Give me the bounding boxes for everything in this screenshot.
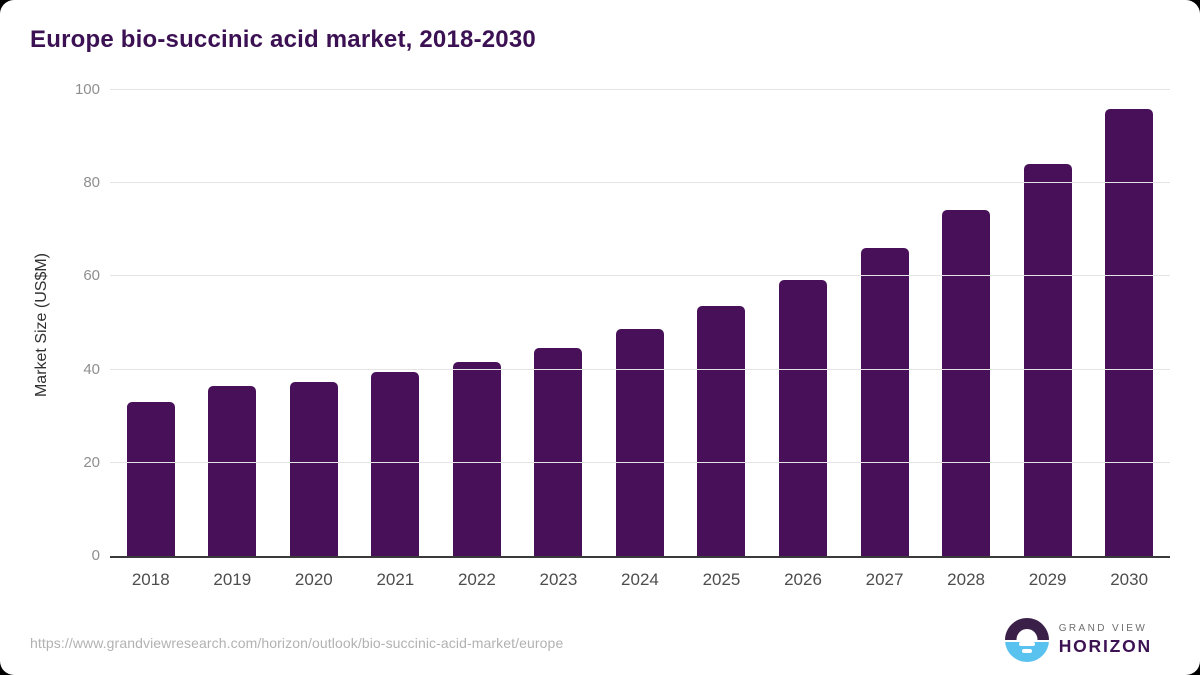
- y-tick-label-100: 100: [74, 81, 100, 98]
- bars-container: 2018 2019 2020 2021 2022 2023 2024 2025 2026 2027…: [110, 92, 1170, 589]
- x-tick-label-2029: 2029: [1028, 570, 1067, 589]
- bar-2019[interactable]: [208, 385, 257, 556]
- bar-2024[interactable]: [615, 329, 664, 556]
- bar-2025[interactable]: [697, 305, 746, 556]
- logo-reflection-dash: [1018, 642, 1035, 646]
- bar-2026[interactable]: [779, 280, 828, 556]
- y-tick-label-40: 40: [83, 360, 100, 378]
- x-tick-label-2023: 2023: [539, 570, 578, 589]
- bar-chart-plot-area: 2018 2019 2020 2021 2022 2023 2024 2025 2026 2027…: [75, 82, 1170, 589]
- x-tick-label-2030: 2030: [1110, 570, 1149, 589]
- x-tick-label-2025: 2025: [702, 570, 741, 589]
- bar-column-2028: 2028: [925, 92, 1007, 589]
- x-tick-label-2018: 2018: [131, 570, 170, 589]
- bar-2021[interactable]: [371, 372, 420, 556]
- logo-text: GRAND VIEW HORIZON: [1059, 623, 1152, 657]
- bar-2018[interactable]: [126, 402, 175, 556]
- bar-column-2023: 2023: [518, 92, 600, 589]
- y-tick-label-60: 60: [83, 267, 100, 285]
- bar-column-2027: 2027: [844, 92, 926, 589]
- gridline-y40: [110, 368, 1170, 370]
- y-tick-label-0: 0: [91, 547, 100, 564]
- x-tick-label-2021: 2021: [376, 570, 415, 589]
- bar-column-2018: 2018: [110, 92, 192, 589]
- gridline-y20: [110, 461, 1170, 463]
- x-tick-label-2026: 2026: [784, 570, 822, 589]
- bar-2027[interactable]: [860, 247, 909, 556]
- horizon-sunrise-icon: [1004, 618, 1049, 662]
- x-tick-label-2020: 2020: [294, 570, 333, 589]
- x-tick-label-2024: 2024: [621, 570, 659, 589]
- bar-column-2022: 2022: [436, 92, 518, 589]
- bar-column-2021: 2021: [355, 92, 437, 589]
- gridline-y100: [110, 89, 1170, 90]
- logo-sun-shape: [1016, 629, 1038, 640]
- bar-column-2020: 2020: [273, 92, 355, 589]
- logo-brand-line2: HORIZON: [1058, 636, 1152, 656]
- x-tick-label-2019: 2019: [213, 570, 252, 589]
- bar-column-2029: 2029: [1007, 92, 1089, 589]
- bar-column-2030: 2030: [1088, 92, 1170, 589]
- bar-2029[interactable]: [1023, 164, 1072, 556]
- y-tick-label-20: 20: [83, 453, 100, 471]
- x-tick-label-2022: 2022: [457, 570, 496, 589]
- grand-view-horizon-logo[interactable]: GRAND VIEW HORIZON: [1004, 618, 1152, 662]
- bar-2020[interactable]: [289, 381, 338, 556]
- x-tick-label-2028: 2028: [947, 570, 985, 589]
- x-tick-label-2027: 2027: [865, 570, 904, 589]
- logo-sky-half: [1004, 618, 1049, 640]
- page-title: Europe bio-succinic acid market, 2018-20…: [30, 26, 536, 53]
- bar-2030[interactable]: [1105, 109, 1154, 556]
- y-tick-label-80: 80: [83, 174, 100, 192]
- gridline-y80: [110, 182, 1170, 184]
- bar-2023[interactable]: [534, 348, 583, 556]
- logo-sea-half: [1004, 642, 1049, 662]
- logo-reflection-dash: [1021, 649, 1032, 653]
- bar-column-2026: 2026: [762, 92, 844, 589]
- gridline-y60: [110, 275, 1170, 277]
- bar-2028[interactable]: [942, 209, 991, 556]
- bar-column-2025: 2025: [681, 92, 763, 589]
- bar-column-2019: 2019: [192, 92, 274, 589]
- bar-column-2024: 2024: [599, 92, 681, 589]
- source-url[interactable]: https://www.grandviewresearch.com/horizo…: [30, 635, 564, 651]
- logo-brand-line1: GRAND VIEW: [1058, 623, 1148, 634]
- bar-2022[interactable]: [452, 362, 501, 556]
